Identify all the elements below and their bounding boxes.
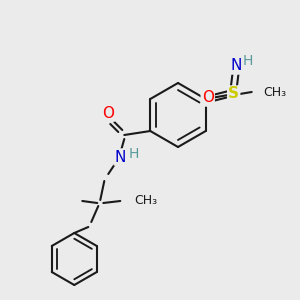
Text: O: O (202, 91, 214, 106)
Text: H: H (129, 147, 140, 161)
Text: H: H (242, 54, 253, 68)
Text: O: O (102, 106, 114, 121)
Text: N: N (115, 149, 126, 164)
Text: CH₃: CH₃ (264, 85, 287, 98)
Text: S: S (228, 86, 239, 101)
Text: CH₃: CH₃ (134, 194, 158, 208)
Text: N: N (230, 58, 242, 74)
